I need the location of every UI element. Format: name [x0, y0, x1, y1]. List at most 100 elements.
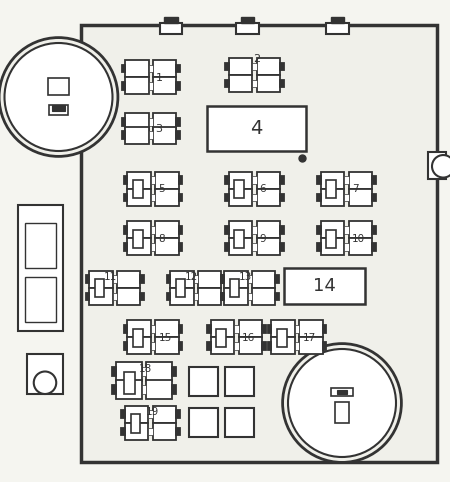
- Bar: [153, 77, 176, 94]
- Text: 10: 10: [352, 234, 365, 244]
- Bar: [372, 226, 376, 234]
- Bar: [262, 325, 266, 333]
- Bar: [125, 113, 148, 130]
- Bar: [179, 176, 182, 184]
- Bar: [133, 230, 143, 248]
- Bar: [299, 320, 323, 337]
- Bar: [317, 243, 321, 251]
- Bar: [225, 367, 254, 396]
- Bar: [252, 288, 275, 305]
- Text: 17: 17: [302, 333, 315, 343]
- Text: 19: 19: [145, 407, 158, 417]
- Bar: [275, 275, 279, 283]
- Bar: [122, 118, 125, 126]
- Bar: [229, 189, 252, 206]
- Bar: [160, 23, 182, 34]
- Bar: [256, 238, 280, 255]
- Bar: [153, 60, 176, 77]
- Bar: [256, 189, 280, 206]
- Bar: [229, 221, 252, 238]
- Bar: [127, 189, 151, 206]
- Circle shape: [34, 372, 56, 394]
- Text: 4: 4: [250, 119, 263, 138]
- Bar: [252, 226, 256, 233]
- Bar: [176, 132, 180, 139]
- Bar: [112, 276, 117, 283]
- Bar: [122, 82, 125, 90]
- Bar: [179, 325, 182, 333]
- Text: 1: 1: [156, 73, 163, 82]
- Bar: [234, 342, 238, 349]
- Bar: [124, 193, 127, 201]
- Bar: [124, 325, 127, 333]
- Bar: [176, 279, 185, 297]
- Bar: [86, 293, 89, 300]
- Bar: [141, 386, 147, 394]
- Bar: [275, 293, 279, 300]
- Bar: [189, 367, 218, 396]
- Bar: [49, 105, 68, 115]
- Bar: [229, 75, 252, 92]
- Bar: [238, 337, 262, 354]
- Text: 3: 3: [155, 124, 162, 134]
- Bar: [349, 221, 372, 238]
- Bar: [317, 226, 321, 234]
- Bar: [153, 127, 176, 144]
- Bar: [224, 288, 248, 305]
- Bar: [229, 238, 252, 255]
- Bar: [280, 176, 284, 184]
- Bar: [122, 428, 125, 435]
- Bar: [124, 226, 127, 234]
- Bar: [337, 389, 347, 394]
- Bar: [344, 176, 349, 184]
- Bar: [194, 276, 198, 283]
- Bar: [207, 342, 211, 350]
- Bar: [256, 58, 280, 75]
- Bar: [225, 80, 229, 87]
- Bar: [133, 180, 143, 198]
- Bar: [225, 63, 229, 70]
- Bar: [117, 271, 140, 288]
- Bar: [323, 342, 326, 350]
- Text: 5: 5: [158, 184, 165, 194]
- Bar: [236, 23, 259, 34]
- Bar: [225, 243, 229, 251]
- Bar: [194, 293, 198, 300]
- Bar: [125, 423, 148, 440]
- Bar: [220, 275, 224, 283]
- Bar: [176, 65, 180, 72]
- Bar: [331, 17, 344, 23]
- Bar: [299, 337, 323, 354]
- Bar: [148, 411, 153, 418]
- Bar: [224, 271, 248, 288]
- Bar: [317, 176, 321, 184]
- Text: 12: 12: [184, 272, 198, 282]
- Bar: [172, 385, 176, 394]
- Bar: [172, 367, 176, 376]
- Bar: [349, 238, 372, 255]
- Bar: [211, 337, 234, 354]
- Bar: [148, 132, 153, 139]
- Bar: [122, 410, 125, 418]
- Bar: [127, 238, 151, 255]
- Bar: [230, 279, 239, 297]
- Circle shape: [283, 344, 401, 462]
- Bar: [176, 410, 180, 418]
- Bar: [256, 75, 280, 92]
- Bar: [27, 353, 63, 394]
- Bar: [179, 193, 182, 201]
- Bar: [225, 176, 229, 184]
- Bar: [268, 325, 271, 333]
- Bar: [189, 407, 218, 437]
- Bar: [176, 428, 180, 435]
- Bar: [326, 23, 349, 34]
- Bar: [252, 271, 275, 288]
- Bar: [124, 176, 127, 184]
- Bar: [176, 82, 180, 90]
- Bar: [252, 63, 256, 70]
- Circle shape: [432, 155, 450, 177]
- Bar: [262, 342, 266, 350]
- Bar: [271, 337, 295, 354]
- Text: 7: 7: [352, 184, 359, 194]
- Bar: [220, 293, 224, 300]
